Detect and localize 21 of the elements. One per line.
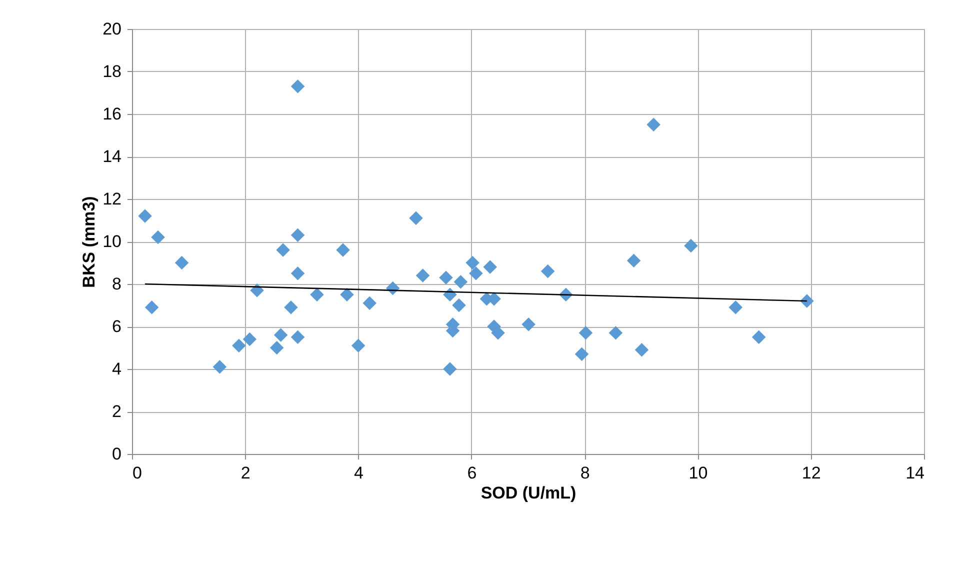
x-tick-label: 8 — [580, 464, 590, 482]
y-tick-label: 20 — [102, 20, 122, 38]
y-tick-label: 8 — [112, 274, 122, 294]
x-tick-label: 12 — [802, 464, 821, 482]
y-tick-label: 14 — [102, 147, 122, 166]
y-axis-title: BKS (mm3) — [80, 196, 99, 288]
y-tick-label: 18 — [102, 62, 122, 81]
x-tick-label: 0 — [132, 464, 142, 482]
x-tick-label: 4 — [354, 464, 364, 482]
y-tick-label: 6 — [112, 317, 122, 336]
y-tick-label: 0 — [112, 444, 122, 464]
x-tick-label: 2 — [240, 464, 250, 482]
x-tick-label: 10 — [688, 464, 708, 482]
y-tick-label: 2 — [112, 402, 122, 421]
x-axis-title: SOD (U/mL) — [480, 484, 576, 502]
y-tick-label: 4 — [112, 360, 122, 378]
x-tick-label: 6 — [467, 464, 477, 482]
y-tick-label: 16 — [102, 104, 122, 124]
y-tick-label: 12 — [102, 190, 122, 208]
x-tick-label: 14 — [906, 464, 924, 482]
y-tick-label: 10 — [102, 232, 122, 251]
